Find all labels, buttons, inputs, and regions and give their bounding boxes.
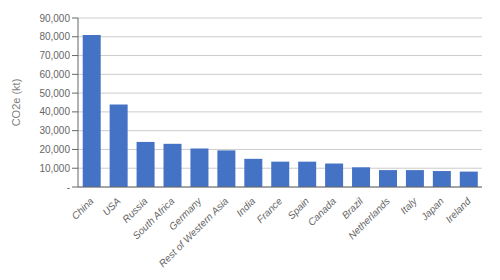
svg-text:Brazil: Brazil — [339, 195, 365, 221]
svg-text:Japan: Japan — [418, 195, 446, 223]
svg-text:-: - — [67, 182, 70, 193]
svg-text:France: France — [254, 195, 284, 225]
svg-text:Canada: Canada — [306, 195, 339, 228]
svg-text:South Africa: South Africa — [130, 195, 176, 241]
svg-text:Spain: Spain — [285, 195, 312, 222]
svg-text:Italy: Italy — [398, 195, 419, 216]
svg-text:10,000: 10,000 — [39, 163, 70, 174]
svg-text:India: India — [234, 195, 257, 218]
svg-text:70,000: 70,000 — [39, 50, 70, 61]
svg-text:90,000: 90,000 — [39, 13, 70, 24]
svg-text:Rest of Western Asia: Rest of Western Asia — [157, 195, 231, 269]
svg-text:Russia: Russia — [120, 195, 150, 225]
svg-text:Ireland: Ireland — [443, 195, 473, 225]
svg-text:40,000: 40,000 — [39, 106, 70, 117]
svg-text:Germany: Germany — [166, 195, 204, 233]
svg-text:20,000: 20,000 — [39, 144, 70, 155]
svg-text:30,000: 30,000 — [39, 125, 70, 136]
svg-text:60,000: 60,000 — [39, 69, 70, 80]
svg-text:USA: USA — [100, 195, 123, 218]
svg-text:China: China — [69, 195, 96, 222]
svg-text:CO2e (kt): CO2e (kt) — [10, 79, 22, 127]
svg-text:50,000: 50,000 — [39, 88, 70, 99]
svg-text:80,000: 80,000 — [39, 31, 70, 42]
svg-text:Netherlands: Netherlands — [346, 195, 392, 241]
